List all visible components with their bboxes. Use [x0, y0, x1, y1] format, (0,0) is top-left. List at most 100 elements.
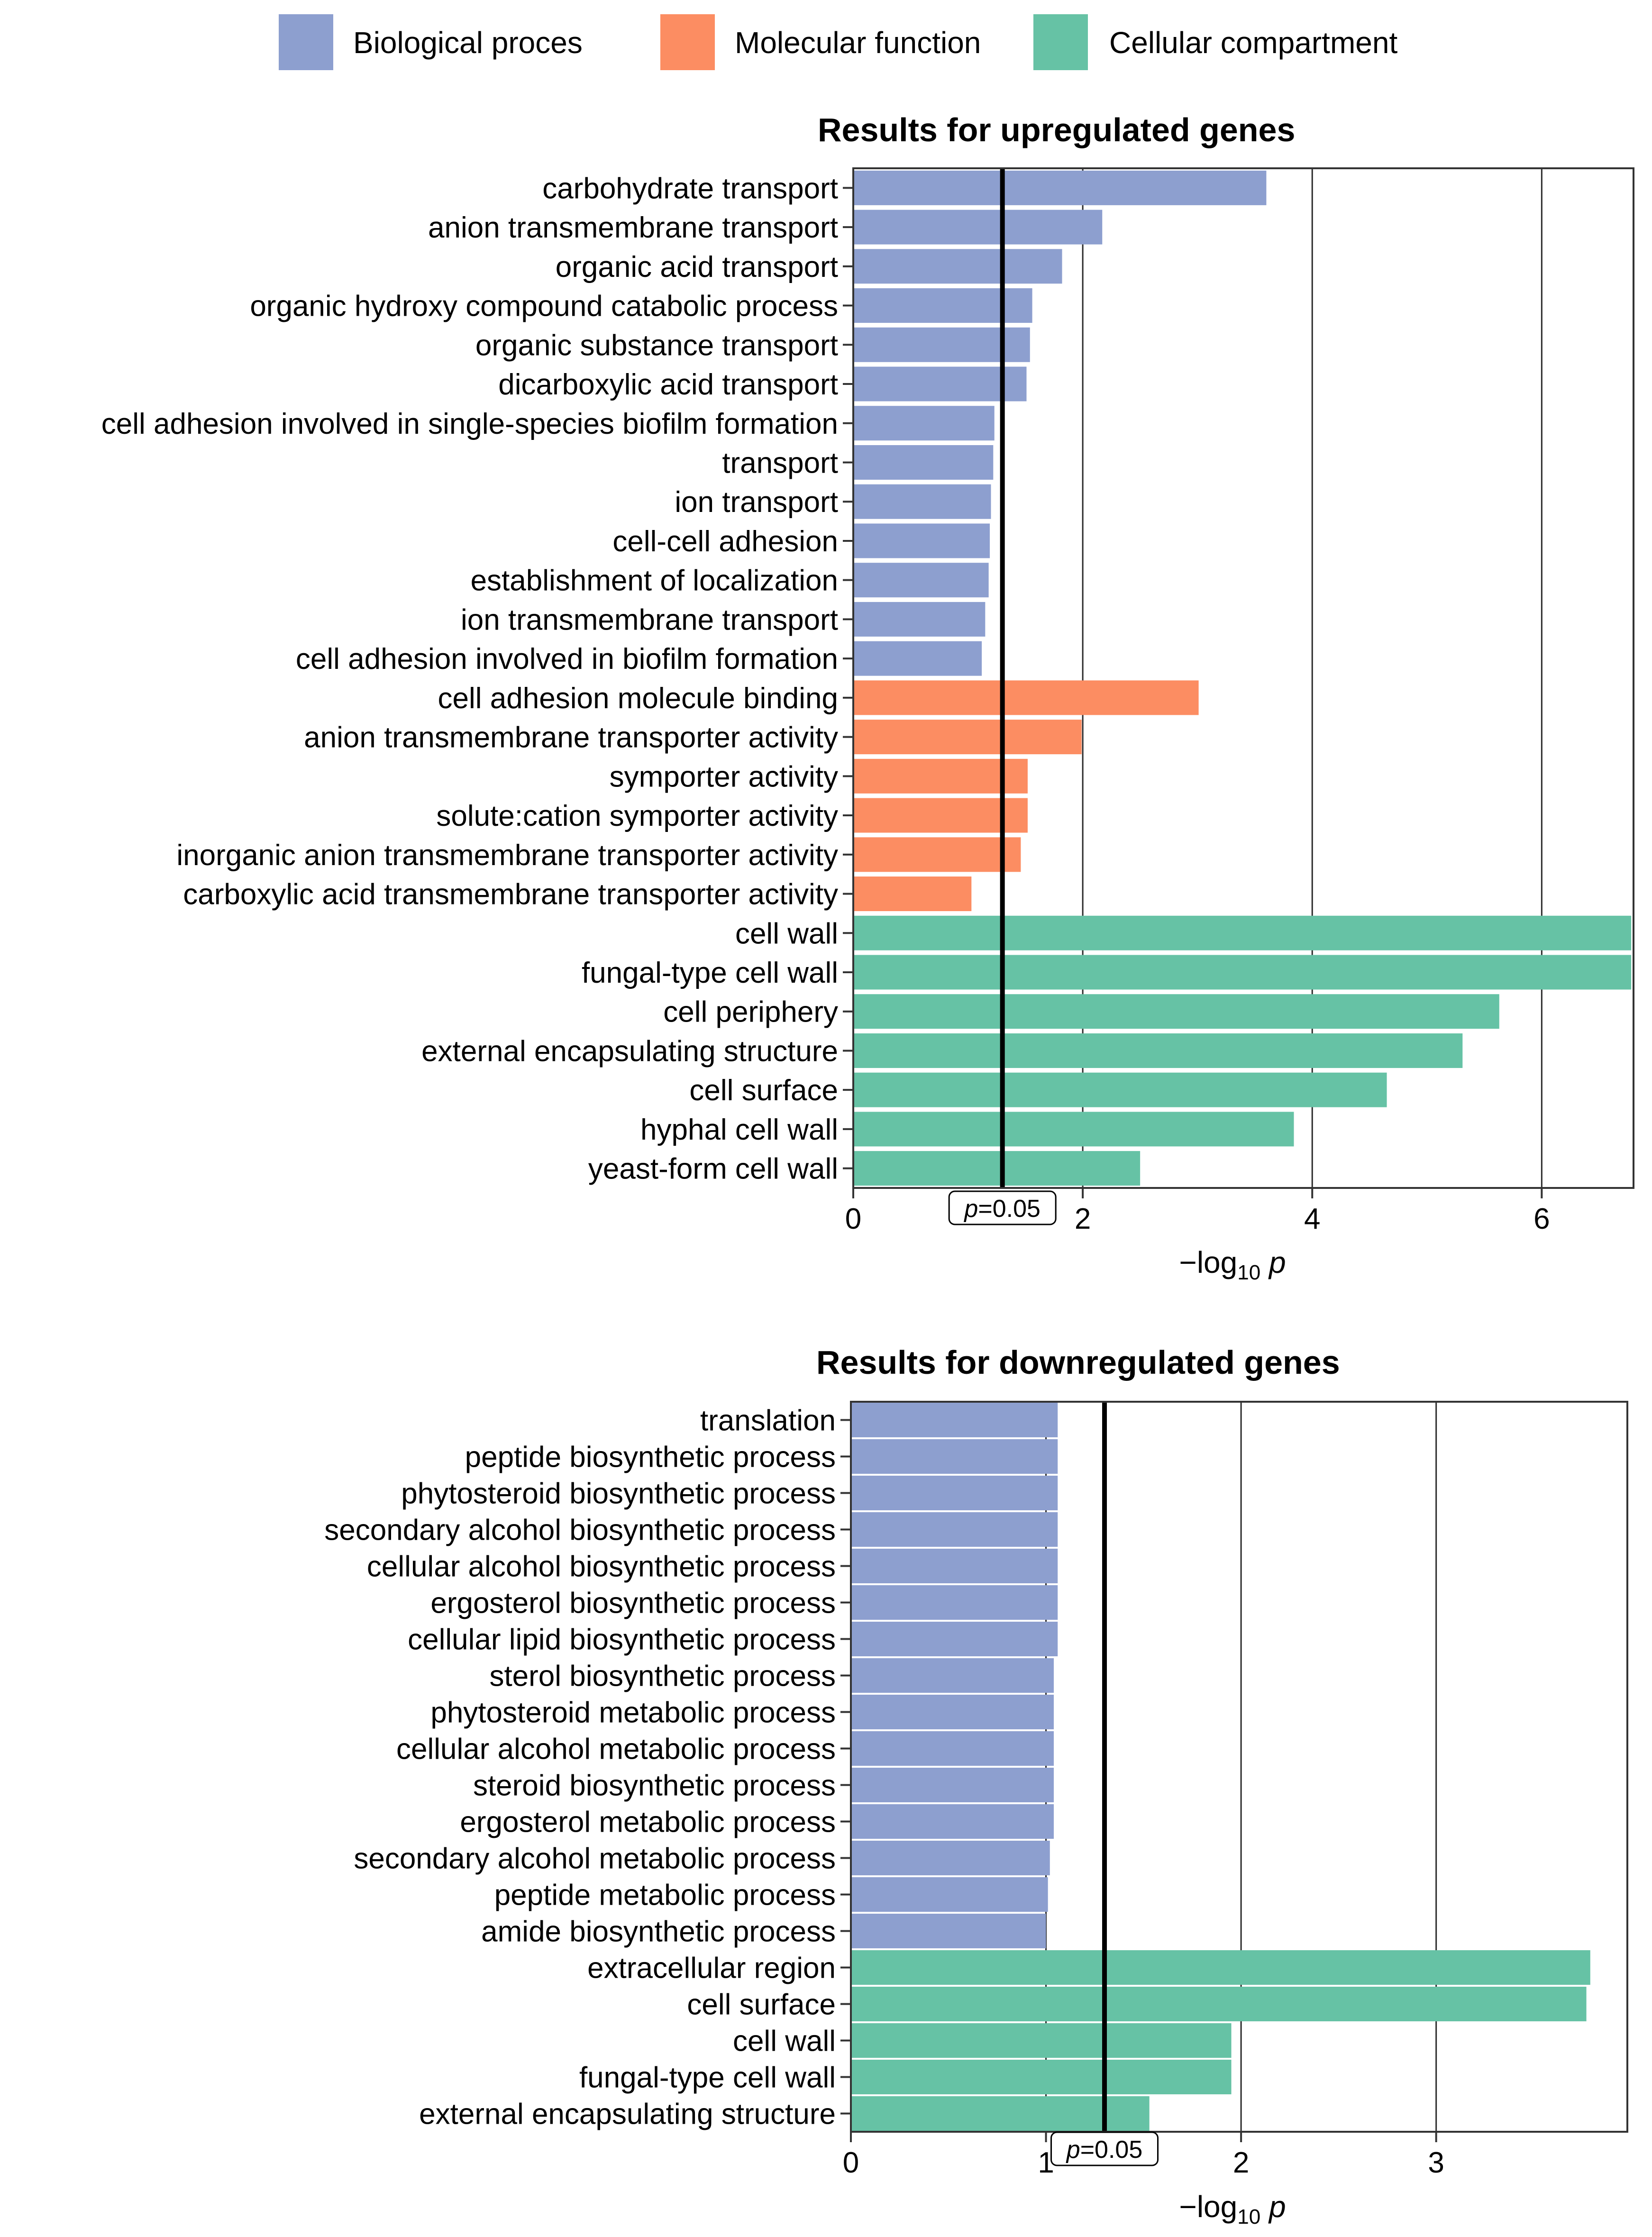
chart-title: Results for upregulated genes [818, 111, 1295, 148]
legend-key-biological-proces [279, 14, 333, 70]
category-label: external encapsulating structure [421, 1035, 838, 1068]
category-label: organic hydroxy compound catabolic proce… [250, 290, 838, 323]
legend-label-molecular-function: Molecular function [735, 26, 981, 60]
bar-symporter-activity [853, 758, 1028, 794]
category-label: yeast-form cell wall [588, 1153, 838, 1186]
category-label: solute:cation symporter activity [436, 800, 838, 832]
bar-anion-transmembrane-transport [853, 210, 1103, 245]
bar-inorganic-anion-transmembrane-transporter-activity [853, 837, 1021, 872]
downregulated-panel: Results for downregulated genes translati… [324, 1344, 1628, 2228]
category-label: ergosterol biosynthetic process [430, 1587, 836, 1620]
bar-peptide-biosynthetic-process [851, 1439, 1058, 1474]
upregulated-panel: Results for upregulated genes carbohydrat… [101, 111, 1634, 1284]
category-label: establishment of localization [471, 565, 838, 597]
bar-organic-acid-transport [853, 249, 1062, 284]
x-tick-label: 0 [845, 1203, 861, 1235]
bar-carbohydrate-transport [853, 170, 1267, 205]
bar-cell-cell-adhesion [853, 523, 990, 558]
bar-ergosterol-metabolic-process [851, 1804, 1054, 1839]
bar-amide-biosynthetic-process [851, 1914, 1046, 1948]
bar-cellular-alcohol-biosynthetic-process [851, 1549, 1058, 1583]
category-label: secondary alcohol metabolic process [354, 1843, 836, 1875]
category-label: phytosteroid biosynthetic process [401, 1478, 836, 1510]
category-label: symporter activity [610, 760, 838, 793]
threshold-label: p=0.05 [963, 1195, 1040, 1223]
threshold-label: p=0.05 [1066, 2136, 1143, 2164]
category-label: cell adhesion molecule binding [438, 682, 838, 715]
bar-steroid-biosynthetic-process [851, 1768, 1054, 1802]
bar-fungal-type-cell-wall [851, 2060, 1232, 2094]
category-label: ergosterol metabolic process [460, 1806, 836, 1839]
category-label: cellular alcohol biosynthetic process [367, 1551, 836, 1583]
category-label: cell wall [735, 917, 838, 950]
bar-transport [853, 445, 994, 480]
category-label: cell adhesion involved in biofilm format… [296, 643, 838, 676]
category-label: extracellular region [587, 1952, 836, 1985]
bar-ion-transport [853, 484, 991, 519]
bar-cellular-alcohol-metabolic-process [851, 1731, 1054, 1766]
category-label: cell adhesion involved in single-species… [101, 408, 838, 440]
bar-hyphal-cell-wall [853, 1112, 1294, 1147]
bar-cell-adhesion-involved-in-single-species-biofilm-formation [853, 406, 995, 441]
bar-organic-hydroxy-compound-catabolic-process [853, 288, 1032, 323]
category-label: cell surface [689, 1074, 838, 1107]
category-label: peptide metabolic process [494, 1879, 836, 1912]
category-label: translation [700, 1405, 836, 1437]
bar-extracellular-region [851, 1950, 1590, 1985]
bar-phytosteroid-metabolic-process [851, 1695, 1054, 1729]
bar-secondary-alcohol-biosynthetic-process [851, 1512, 1058, 1547]
bar-phytosteroid-biosynthetic-process [851, 1476, 1058, 1510]
bar-secondary-alcohol-metabolic-process [851, 1841, 1050, 1875]
bar-establishment-of-localization [853, 563, 989, 598]
plot-area [851, 1402, 1627, 2132]
threshold-label-box [1050, 2131, 1159, 2166]
legend-key-cellular-compartment [1033, 14, 1088, 70]
bar-carboxylic-acid-transmembrane-transporter-activity [853, 877, 972, 912]
category-label: external encapsulating structure [419, 2098, 836, 2131]
bar-ion-transmembrane-transport [853, 602, 986, 637]
plot-border [852, 167, 1634, 1189]
bar-cell-wall [853, 915, 1632, 950]
bar-peptide-metabolic-process [851, 1877, 1048, 1912]
category-label: peptide biosynthetic process [465, 1441, 836, 1474]
bar-cell-wall [851, 2023, 1232, 2058]
category-label: cellular alcohol metabolic process [396, 1733, 836, 1766]
x-tick-label: 4 [1304, 1203, 1320, 1235]
plot-border [850, 1401, 1628, 2133]
category-label: cellular lipid biosynthetic process [408, 1624, 836, 1656]
x-axis-label: −log10 p [1179, 2190, 1286, 2228]
category-label: organic acid transport [556, 251, 838, 283]
category-label: cell surface [687, 1989, 836, 2021]
category-label: carboxylic acid transmembrane transporte… [183, 878, 838, 911]
category-label: fungal-type cell wall [582, 957, 838, 989]
bar-cell-surface [853, 1072, 1387, 1107]
bar-cell-adhesion-molecule-binding [853, 680, 1199, 715]
bar-cellular-lipid-biosynthetic-process [851, 1622, 1058, 1656]
category-label: transport [722, 447, 838, 479]
x-axis-label: −log10 p [1179, 1245, 1286, 1284]
category-label: anion transmembrane transporter activity [304, 721, 838, 754]
bar-cell-surface [851, 1987, 1587, 2021]
bar-solute-cation-symporter-activity [853, 798, 1028, 833]
category-label: hyphal cell wall [640, 1114, 838, 1146]
threshold-label-box [948, 1190, 1057, 1225]
category-label: fungal-type cell wall [579, 2062, 836, 2094]
legend-key-molecular-function [660, 14, 715, 70]
category-label: carbohydrate transport [542, 172, 838, 205]
chart-title: Results for downregulated genes [816, 1344, 1340, 1381]
bar-cell-periphery [853, 994, 1499, 1029]
category-label: amide biosynthetic process [481, 1916, 836, 1948]
legend-label-cellular-compartment: Cellular compartment [1109, 26, 1397, 60]
legend: Biological proces Molecular function Cellu… [279, 14, 1397, 70]
category-label: cell periphery [663, 996, 838, 1029]
bar-external-encapsulating-structure [851, 2096, 1150, 2131]
category-label: inorganic anion transmembrane transporte… [176, 839, 838, 872]
category-label: ion transport [675, 486, 838, 519]
category-label: cell-cell adhesion [612, 525, 838, 558]
bar-yeast-form-cell-wall [853, 1151, 1141, 1186]
category-label: anion transmembrane transport [428, 211, 838, 244]
category-label: steroid biosynthetic process [473, 1770, 836, 1802]
x-tick-label: 0 [843, 2146, 859, 2179]
category-label: ion transmembrane transport [461, 603, 838, 636]
bar-ergosterol-biosynthetic-process [851, 1585, 1058, 1620]
